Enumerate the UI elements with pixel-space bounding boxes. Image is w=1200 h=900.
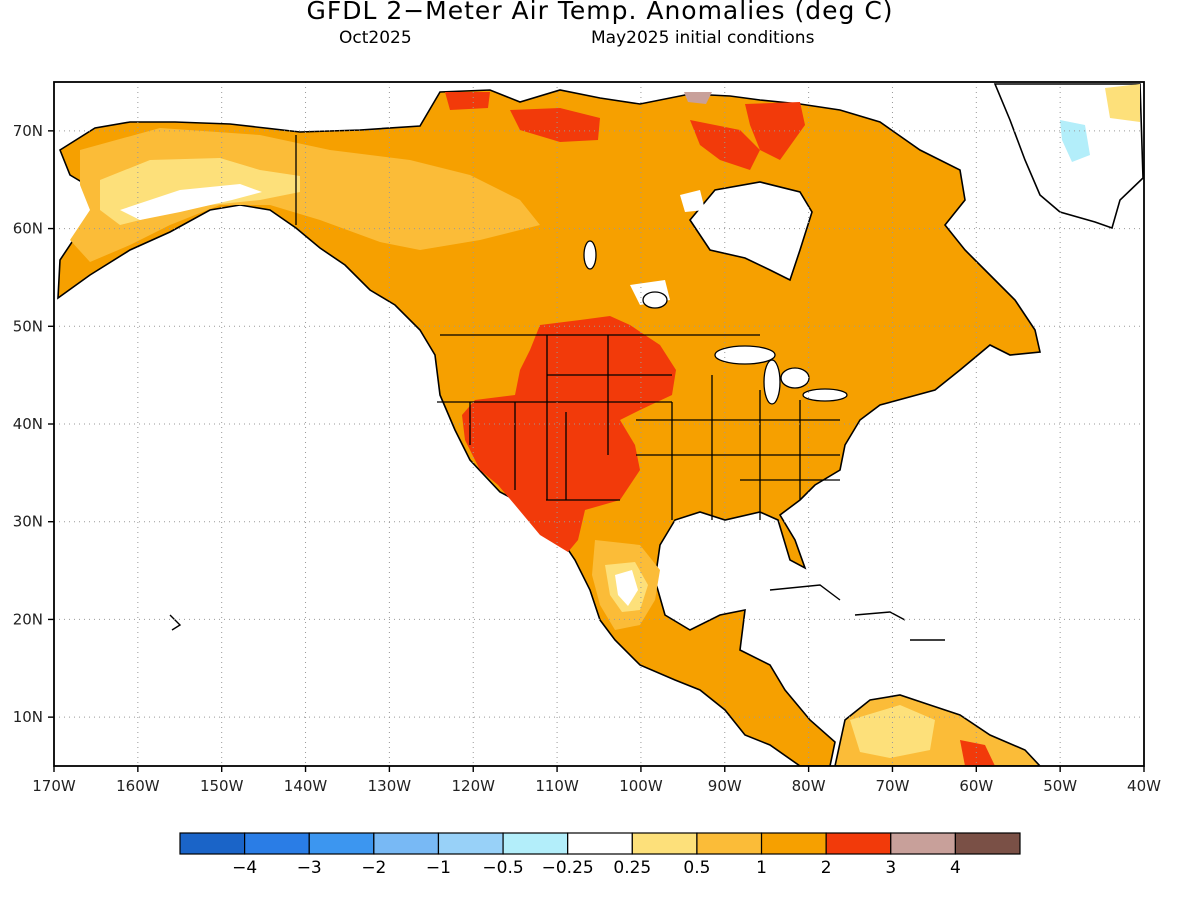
colorbar-swatch [631, 832, 698, 855]
lon-tick-label: 100W [619, 777, 663, 795]
north-island-anomaly [445, 92, 490, 110]
colorbar-label: 0.25 [613, 858, 651, 878]
caribbean-islands [169, 584, 945, 641]
forecast-month-label: Oct2025 [339, 28, 412, 48]
colorbar-label: 3 [885, 858, 896, 878]
venezuela-strong-anomaly [960, 740, 995, 766]
colorbar-swatch [825, 832, 892, 855]
greenland-warm-spot [1105, 84, 1140, 122]
colorbar-label: −0.25 [542, 858, 594, 878]
colorbar-swatch [760, 832, 827, 855]
colorbar-label: −4 [232, 858, 257, 878]
lon-tick-label: 150W [200, 777, 244, 795]
map-title: GFDL 2−Meter Air Temp. Anomalies (deg C) [306, 0, 894, 25]
canada-neutral-patch-2 [680, 190, 705, 212]
colorbar-swatch [696, 832, 763, 855]
lat-tick-label: 10N [13, 708, 43, 726]
colorbar-swatch [373, 832, 440, 855]
central-america-weak-anomaly [850, 705, 935, 758]
colorbar-label: 1 [756, 858, 767, 878]
lon-tick-label: 90W [708, 777, 742, 795]
greenland-land [993, 83, 1144, 230]
axis-labels: 170W 160W 150W 140W 130W 120W 110W 100W 90W 80W 70… [13, 122, 1161, 795]
lat-tick-label: 70N [13, 122, 43, 140]
colorbar-swatch [502, 832, 569, 855]
lon-tick-label: 160W [116, 777, 160, 795]
colorbar-swatch [437, 832, 504, 855]
lon-tick-label: 70W [876, 777, 910, 795]
colorbar-swatch [308, 832, 375, 855]
mexico-neutral-patch [615, 570, 638, 606]
lon-tick-label: 110W [535, 777, 579, 795]
colorbar-swatch [954, 832, 1021, 855]
colorbar-label: 4 [950, 858, 961, 878]
lon-tick-label: 170W [32, 777, 76, 795]
colorbar-swatch [179, 832, 246, 855]
northern-islands-brown [684, 92, 712, 104]
lon-tick-label: 40W [1127, 777, 1161, 795]
lat-tick-label: 40N [13, 415, 43, 433]
lon-tick-label: 140W [284, 777, 328, 795]
lon-tick-label: 60W [959, 777, 993, 795]
political-boundaries [295, 135, 840, 520]
map-gridlines [54, 82, 1144, 766]
colorbar-label: 0.5 [683, 858, 710, 878]
colorbar: −4 −3 −2 −1 −0.5 −0.25 0.25 0.5 1 2 3 4 [179, 832, 1021, 878]
map-body [57, 83, 1144, 766]
greenland-cool-spot [1060, 120, 1090, 162]
lat-tick-label: 30N [13, 513, 43, 531]
lat-tick-label: 60N [13, 220, 43, 238]
initial-conditions-label: May2025 initial conditions [591, 28, 815, 48]
colorbar-swatch [244, 832, 310, 855]
lon-tick-label: 120W [451, 777, 495, 795]
lat-tick-label: 20N [13, 610, 43, 628]
colorbar-swatch [567, 832, 633, 855]
colorbar-label: −0.5 [482, 858, 523, 878]
baffin-strong-anomaly [690, 120, 760, 170]
colorbar-label: −1 [426, 858, 451, 878]
arctic-strong-anomaly [510, 108, 600, 142]
colorbar-label: 2 [821, 858, 832, 878]
colorbar-label: −2 [361, 858, 386, 878]
lon-tick-label: 50W [1043, 777, 1077, 795]
colorbar-swatch [890, 832, 956, 855]
alaska-neutral-patch [120, 184, 262, 220]
colorbar-label: −3 [297, 858, 322, 878]
great-lakes [583, 240, 848, 405]
lon-tick-label: 130W [368, 777, 412, 795]
lat-tick-label: 50N [13, 317, 43, 335]
hudson-bay [689, 181, 813, 282]
lon-tick-label: 80W [792, 777, 826, 795]
